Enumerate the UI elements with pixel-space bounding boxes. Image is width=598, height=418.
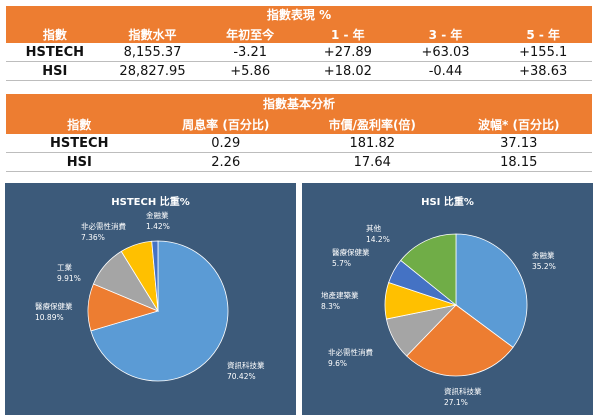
slice-label: 非必需性消費	[328, 347, 373, 357]
slice-value-label: 70.42%	[227, 372, 256, 381]
column-header: 市價/盈利率(倍)	[328, 117, 416, 132]
table-row: HSI 2.26 17.64 18.15	[6, 153, 592, 172]
pie-slice	[151, 240, 159, 312]
slice-value-label: 9.91%	[57, 274, 81, 283]
slice-label: 資訊科技業	[227, 360, 265, 370]
column-header: 年初至今	[226, 27, 275, 42]
fundamentals-table: 指數基本分析 指數 周息率 (百分比) 市價/盈利率(倍) 波幅* (百分比) …	[6, 94, 592, 172]
table-cell: +63.03	[421, 44, 470, 60]
pie-slice	[406, 304, 514, 377]
table-row: HSTECH 8,155.37 -3.21 +27.89 +63.03 +155…	[6, 43, 592, 62]
table-cell: +155.1	[519, 44, 568, 60]
table-cell: 2.26	[211, 154, 241, 170]
column-header: 5 - 年	[526, 27, 561, 42]
fundamentals-title: 指數基本分析	[262, 97, 335, 111]
column-header: 3 - 年	[428, 27, 463, 42]
column-header: 波幅* (百分比)	[478, 117, 560, 132]
slice-value-label: 9.6%	[328, 359, 347, 368]
table-cell: 28,827.95	[119, 63, 186, 79]
slice-label: 非必需性消費	[81, 221, 126, 231]
table-cell: +5.86	[230, 63, 271, 79]
slice-value-label: 8.3%	[321, 302, 340, 311]
table-cell: -0.44	[428, 63, 463, 79]
hstech-pie: 資訊科技業 70.42% 醫療保健業 10.89% 工業 9.91% 非必需性消費 7.36%…	[35, 210, 265, 382]
table-cell: +38.63	[519, 63, 568, 79]
performance-table: 指數表現 % 指數 指數水平 年初至今 1 - 年 3 - 年 5 - 年 HS…	[6, 6, 592, 81]
slice-value-label: 7.36%	[81, 233, 105, 242]
table-cell: 181.82	[349, 135, 396, 151]
pie-slice	[455, 233, 528, 348]
slice-value-label: 5.7%	[332, 259, 351, 268]
table-cell: +27.89	[323, 44, 372, 60]
chart-title: HSTECH 比重%	[111, 197, 190, 208]
table-cell: 17.64	[353, 154, 391, 170]
performance-title: 指數表現 %	[266, 8, 332, 22]
table-cell: +18.02	[323, 63, 372, 79]
slice-label: 地產建築業	[321, 290, 359, 300]
slice-value-label: 14.2%	[366, 235, 390, 244]
table-cell: 37.13	[500, 135, 538, 151]
slice-value-label: 27.1%	[444, 398, 468, 407]
slice-label: 工業	[57, 262, 72, 272]
performance-header: 指數表現 % 指數 指數水平 年初至今 1 - 年 3 - 年 5 - 年	[6, 6, 592, 43]
slice-label: 金融業	[532, 250, 555, 260]
slice-value-label: 1.42%	[146, 222, 170, 231]
table-cell: 18.15	[500, 154, 538, 170]
hsi-weight-chart: HSI 比重% 金融業 35.2% 資訊科技業 27.1% 非必需性消費 9.6% 地產建築…	[302, 183, 593, 415]
performance-column-headers: 指數 指數水平 年初至今 1 - 年 3 - 年 5 - 年	[6, 25, 592, 43]
table-row: HSI 28,827.95 +5.86 +18.02 -0.44 +38.63	[6, 62, 592, 81]
slice-value-label: 35.2%	[532, 262, 556, 271]
index-name: HSTECH	[25, 44, 85, 60]
pie-slice	[400, 233, 457, 306]
table-cell: 8,155.37	[123, 44, 182, 60]
slice-label: 醫療保健業	[332, 247, 370, 257]
column-header: 周息率 (百分比)	[182, 117, 270, 132]
slice-label: 醫療保健業	[35, 301, 73, 311]
pie-slice	[90, 240, 229, 382]
column-header: 指數	[67, 117, 92, 132]
table-cell: 0.29	[211, 135, 241, 151]
hstech-weight-chart: HSTECH 比重% 資訊科技業 70.42% 醫療保健業 10.89% 工業 9.91%…	[5, 183, 296, 415]
index-name: HSI	[42, 63, 68, 79]
column-header: 1 - 年	[331, 27, 365, 42]
fundamentals-header: 指數基本分析 指數 周息率 (百分比) 市價/盈利率(倍) 波幅* (百分比)	[6, 94, 592, 134]
column-header: 指數水平	[128, 27, 177, 42]
index-name: HSI	[66, 154, 92, 170]
slice-value-label: 10.89%	[35, 313, 64, 322]
slice-label: 其他	[366, 223, 381, 233]
column-header: 指數	[42, 27, 67, 42]
table-row: HSTECH 0.29 181.82 37.13	[6, 134, 592, 153]
index-name: HSTECH	[50, 135, 109, 151]
slice-label: 資訊科技業	[444, 386, 482, 396]
slice-label: 金融業	[146, 210, 169, 220]
table-cell: -3.21	[233, 44, 267, 60]
fundamentals-column-headers: 指數 周息率 (百分比) 市價/盈利率(倍) 波幅* (百分比)	[6, 114, 592, 134]
chart-title: HSI 比重%	[421, 197, 474, 208]
hsi-pie: 金融業 35.2% 資訊科技業 27.1% 非必需性消費 9.6% 地產建築業 8.3% 醫療保…	[321, 223, 556, 407]
